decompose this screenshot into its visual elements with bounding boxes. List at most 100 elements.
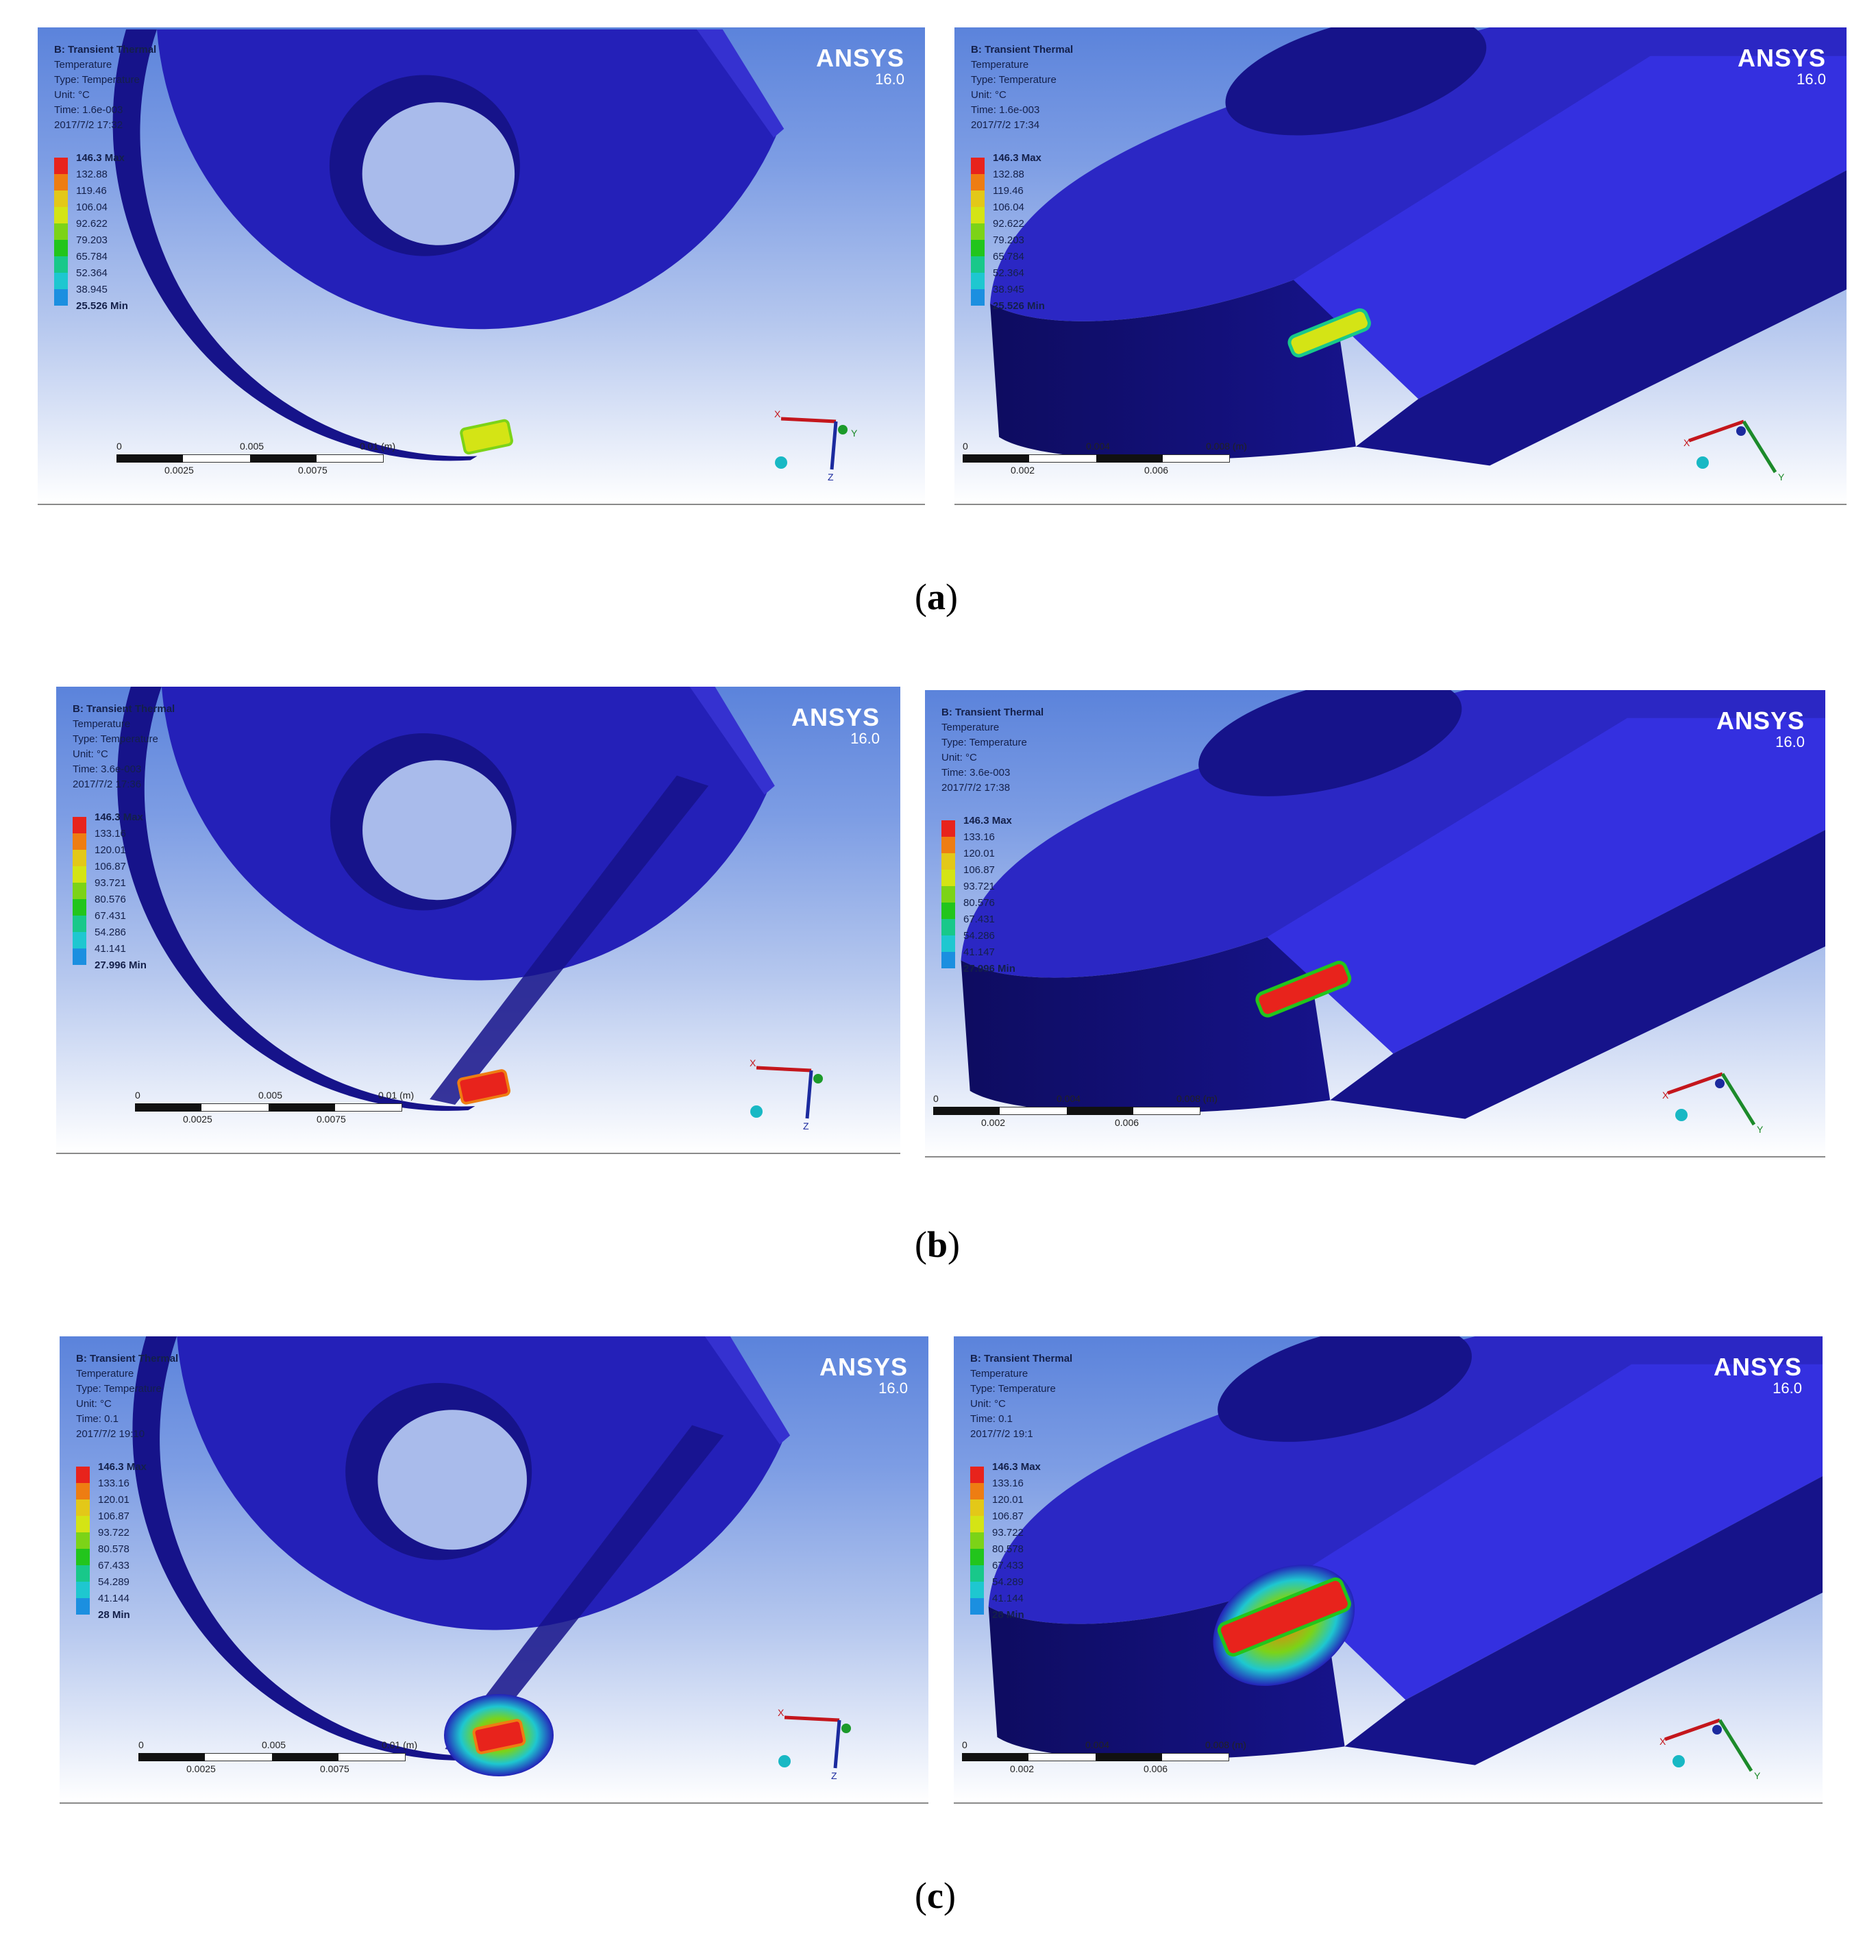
legend-swatch [941,903,955,919]
third-axis-label: Y [851,428,858,439]
origin-sphere [775,456,787,469]
info-line: Type: Temperature [941,737,1027,748]
info-line: Time: 1.6e-003 [971,104,1040,116]
axis-triad: XY [1662,1072,1764,1135]
y-axis-line [1718,1719,1753,1772]
part-chamfer [689,687,775,795]
x-axis-label: X [774,408,781,419]
x-axis-label: X [778,1707,785,1718]
legend-value: 93.722 [992,1527,1024,1539]
result-info: B: Transient Thermal Temperature Type: Tem… [971,42,1073,133]
legend-swatch [941,837,955,853]
hole [362,760,512,901]
second-axis-label: Y [1754,1770,1761,1781]
info-line: Type: Temperature [76,1383,162,1395]
legend-swatch [54,273,68,289]
legend-value: 27.996 Min [95,959,147,971]
legend-value: 52.364 [993,267,1024,279]
info-line: Unit: °C [73,748,108,760]
legend-swatch [76,1467,90,1483]
iso-slanted-face [1267,718,1825,1054]
model-render [961,690,1825,1119]
legend-swatch [941,919,955,935]
legend-swatch [73,948,86,965]
info-line: Type: Temperature [971,74,1057,86]
scale-bar: 0 0.004 0.008 (m) 0.002 0.006 [963,441,1247,476]
analysis-title: B: Transient Thermal [73,703,175,715]
origin-sphere [1673,1755,1685,1767]
iso-front-side [990,265,1356,460]
legend-swatch [54,191,68,207]
iso-lower-body [1355,170,1847,466]
analysis-title: B: Transient Thermal [941,707,1044,718]
legend-value: 80.576 [963,897,995,909]
scale-tick-label: 0.0075 [320,1763,349,1774]
ansys-brand: ANSYS [791,703,880,731]
legend-value: 106.87 [963,864,995,876]
legend-value: 27.996 Min [963,963,1015,975]
scale-bar-segment [116,454,183,463]
ansys-viewport-c-2[interactable]: B: Transient Thermal Temperature Type: Tem… [954,1336,1823,1804]
legend-swatch [54,256,68,273]
legend-swatch [971,273,985,289]
legend-swatch [76,1516,90,1532]
subfigure-caption: (a) [915,576,958,617]
scale-tick-label: 0 [116,441,122,452]
x-axis-line [1667,1072,1723,1095]
legend-swatch [941,935,955,952]
scale-bar: 0 0.005 0.01 (m) 0.0025 0.0075 [138,1739,417,1774]
second-axis-label: Z [828,471,834,482]
legend-value: 41.141 [95,943,126,955]
heat-spot [460,419,513,455]
legend-swatch [73,817,86,833]
legend-value: 54.286 [963,930,995,942]
heat-spot [472,1719,526,1754]
legend-swatch [971,158,985,174]
legend-swatch [73,932,86,948]
subfigure-caption: (b) [915,1224,961,1265]
info-line: Unit: °C [54,89,90,101]
heat-spot [457,1069,511,1105]
result-info: B: Transient Thermal Temperature Type: Tem… [54,42,156,133]
ansys-viewport-a-2[interactable]: B: Transient Thermal Temperature Type: Tem… [954,27,1847,505]
scale-tick-label: 0.0025 [164,465,194,476]
legend-value: 133.16 [963,831,995,843]
scale-bar-segment [1067,1107,1133,1115]
scale-tick-label: 0.0075 [317,1114,346,1125]
scale-tick-label: 0.01 (m) [378,1090,415,1101]
model-render [117,687,775,1111]
legend-value: 146.3 Max [992,1461,1041,1473]
legend-swatch [54,158,68,174]
legend-value: 41.144 [992,1593,1024,1604]
info-line: 2017/7/2 17:38 [941,782,1011,794]
iso-lower-body [1344,1476,1823,1765]
legend-value: 106.87 [98,1510,129,1522]
legend-swatch [54,174,68,191]
origin-sphere [1696,456,1709,469]
info-line: Unit: °C [970,1398,1006,1410]
legend-value: 106.04 [76,201,108,213]
info-line: Unit: °C [76,1398,112,1410]
ansys-viewport-a-1[interactable]: B: Transient Thermal Temperature Type: Tem… [38,27,925,505]
legend-swatch [76,1598,90,1615]
scale-tick-label: 0.0025 [183,1114,212,1125]
legend-value: 25.526 Min [993,300,1045,312]
legend-value: 54.289 [992,1576,1024,1588]
second-axis-label: Z [831,1770,837,1781]
axis-triad: XY [1683,419,1785,482]
part-groove [445,1425,724,1754]
legend-value: 106.04 [993,201,1024,213]
ansys-viewport-b-2[interactable]: B: Transient Thermal Temperature Type: Tem… [925,690,1825,1157]
scale-tick-label: 0.004 [1057,1093,1081,1104]
ansys-version: 16.0 [875,71,904,88]
legend-swatch [971,223,985,240]
legend-swatch [970,1598,984,1615]
x-axis-label: X [750,1057,756,1068]
info-line: Temperature [73,718,131,730]
x-axis-line [756,1066,812,1073]
ansys-viewport-b-1[interactable]: B: Transient Thermal Temperature Type: Tem… [56,687,900,1154]
y-axis-dot [813,1074,823,1083]
ansys-viewport-c-1[interactable]: B: Transient Thermal Temperature Type: Tem… [60,1336,928,1804]
origin-sphere [778,1755,791,1767]
